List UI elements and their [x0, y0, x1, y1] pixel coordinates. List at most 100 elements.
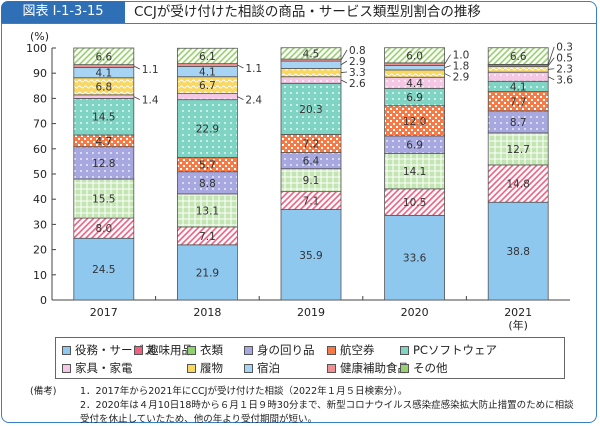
data-label: 1.1 — [245, 63, 262, 75]
leader-line — [340, 79, 348, 84]
data-label: 4.7 — [95, 136, 112, 148]
data-label: 21.9 — [196, 267, 219, 279]
data-label: 12.0 — [403, 116, 426, 128]
legend: 役務・サービス 趣味用品 衣類 身の回り品 航空券 PCソフトウェア 家具・家電 履物 宿泊 健康… — [55, 337, 565, 379]
bar-segment — [176, 47, 238, 65]
leader-line — [133, 96, 140, 100]
data-label: 4.4 — [406, 78, 423, 90]
data-label: 0.5 — [556, 53, 573, 65]
legend-swatch — [187, 345, 196, 355]
data-label: 2.9 — [349, 56, 366, 68]
legend-label: PCソフトウェア — [413, 343, 497, 357]
data-label: 2.3 — [556, 64, 573, 76]
data-label: 14.1 — [403, 166, 426, 178]
legend-label: 履物 — [200, 361, 223, 375]
x-axis-label: (年) — [508, 318, 528, 332]
legend-label: 宿泊 — [257, 361, 280, 375]
bar-segment — [384, 105, 446, 137]
bar-segment — [487, 71, 549, 82]
leader-line — [237, 96, 244, 100]
legend-swatch — [187, 363, 196, 373]
legend-item: PCソフトウェア — [400, 342, 497, 358]
data-label: 14.8 — [507, 179, 530, 191]
data-label: 0.3 — [556, 42, 573, 54]
data-label: 6.9 — [406, 92, 423, 104]
data-label: 6.9 — [406, 140, 423, 152]
bar-segment — [384, 69, 446, 78]
data-label: 6.8 — [95, 81, 112, 93]
legend-item: 履物 — [187, 360, 223, 376]
legend-swatch — [62, 345, 71, 355]
bar-segment — [73, 64, 135, 68]
legend-swatch — [244, 363, 253, 373]
data-label: 9.1 — [303, 175, 320, 187]
data-label: 6.1 — [199, 51, 216, 63]
bar-segment — [280, 209, 342, 301]
data-label: 2.9 — [453, 72, 470, 84]
leader-line — [340, 60, 348, 66]
y-tick-label: 70 — [33, 118, 47, 131]
data-label: 1.1 — [142, 64, 159, 76]
y-tick-label: 60 — [33, 143, 47, 156]
notes-label: (備考) — [30, 386, 57, 397]
bar-segment — [176, 63, 238, 67]
legend-swatch — [400, 363, 409, 373]
data-label: 7.7 — [510, 96, 527, 108]
data-label: 12.7 — [507, 144, 530, 156]
bar-segment — [176, 99, 238, 158]
legend-item: 趣味用品 — [134, 342, 193, 358]
data-label: 6.4 — [303, 156, 320, 168]
data-label: 1.8 — [453, 61, 470, 73]
leader-line — [444, 54, 451, 65]
data-label: 20.3 — [299, 104, 322, 116]
x-tick-label: 2019 — [297, 306, 325, 319]
bar-segment — [73, 98, 135, 136]
data-label: 0.8 — [349, 45, 366, 57]
header-bar — [1, 1, 597, 24]
data-label: 3.6 — [556, 75, 573, 87]
legend-swatch — [327, 345, 336, 355]
bar-segment — [73, 178, 135, 219]
bar-segment — [487, 132, 549, 166]
bar-segment — [73, 47, 135, 66]
data-label: 2.4 — [245, 95, 262, 107]
legend-item: 健康補助食品 — [327, 360, 409, 376]
y-tick-label: 20 — [33, 244, 47, 257]
leader-line — [340, 49, 348, 61]
legend-label: その他 — [413, 361, 448, 375]
legend-item: その他 — [400, 360, 448, 376]
data-label: 6.7 — [199, 80, 216, 92]
leader-line — [444, 65, 451, 69]
legend-item: 宿泊 — [244, 360, 280, 376]
data-label: 24.5 — [92, 264, 115, 276]
data-label: 14.5 — [92, 112, 115, 124]
data-label: 4.1 — [510, 81, 527, 93]
legend-label: 航空券 — [340, 343, 375, 357]
legend-swatch — [244, 345, 253, 355]
leader-line — [237, 64, 244, 69]
bar-segment — [176, 244, 238, 301]
bar-segment — [384, 152, 446, 190]
y-tick-label: 100 — [26, 42, 47, 55]
legend-label: 衣類 — [200, 343, 223, 357]
leader-line — [133, 65, 140, 70]
data-label: 7.2 — [303, 139, 320, 151]
bar-segment — [73, 237, 135, 301]
data-label: 4.5 — [303, 48, 320, 60]
data-label: 4.1 — [95, 68, 112, 80]
legend-swatch — [400, 345, 409, 355]
legend-item: 衣類 — [187, 342, 223, 358]
legend-swatch — [327, 363, 336, 373]
data-label: 1.0 — [453, 50, 470, 62]
bar-segment — [176, 93, 238, 101]
bar-segment — [487, 201, 549, 301]
bar-segment — [487, 164, 549, 203]
bar-segment — [487, 47, 549, 65]
leader-line — [548, 68, 555, 70]
x-tick-label: 2018 — [193, 306, 221, 319]
y-tick-label: 50 — [33, 168, 47, 181]
leader-line — [548, 76, 555, 81]
y-tick-label: 30 — [33, 218, 47, 231]
legend-item: 家具・家電 — [62, 360, 133, 376]
y-tick-label: 0 — [40, 294, 47, 307]
